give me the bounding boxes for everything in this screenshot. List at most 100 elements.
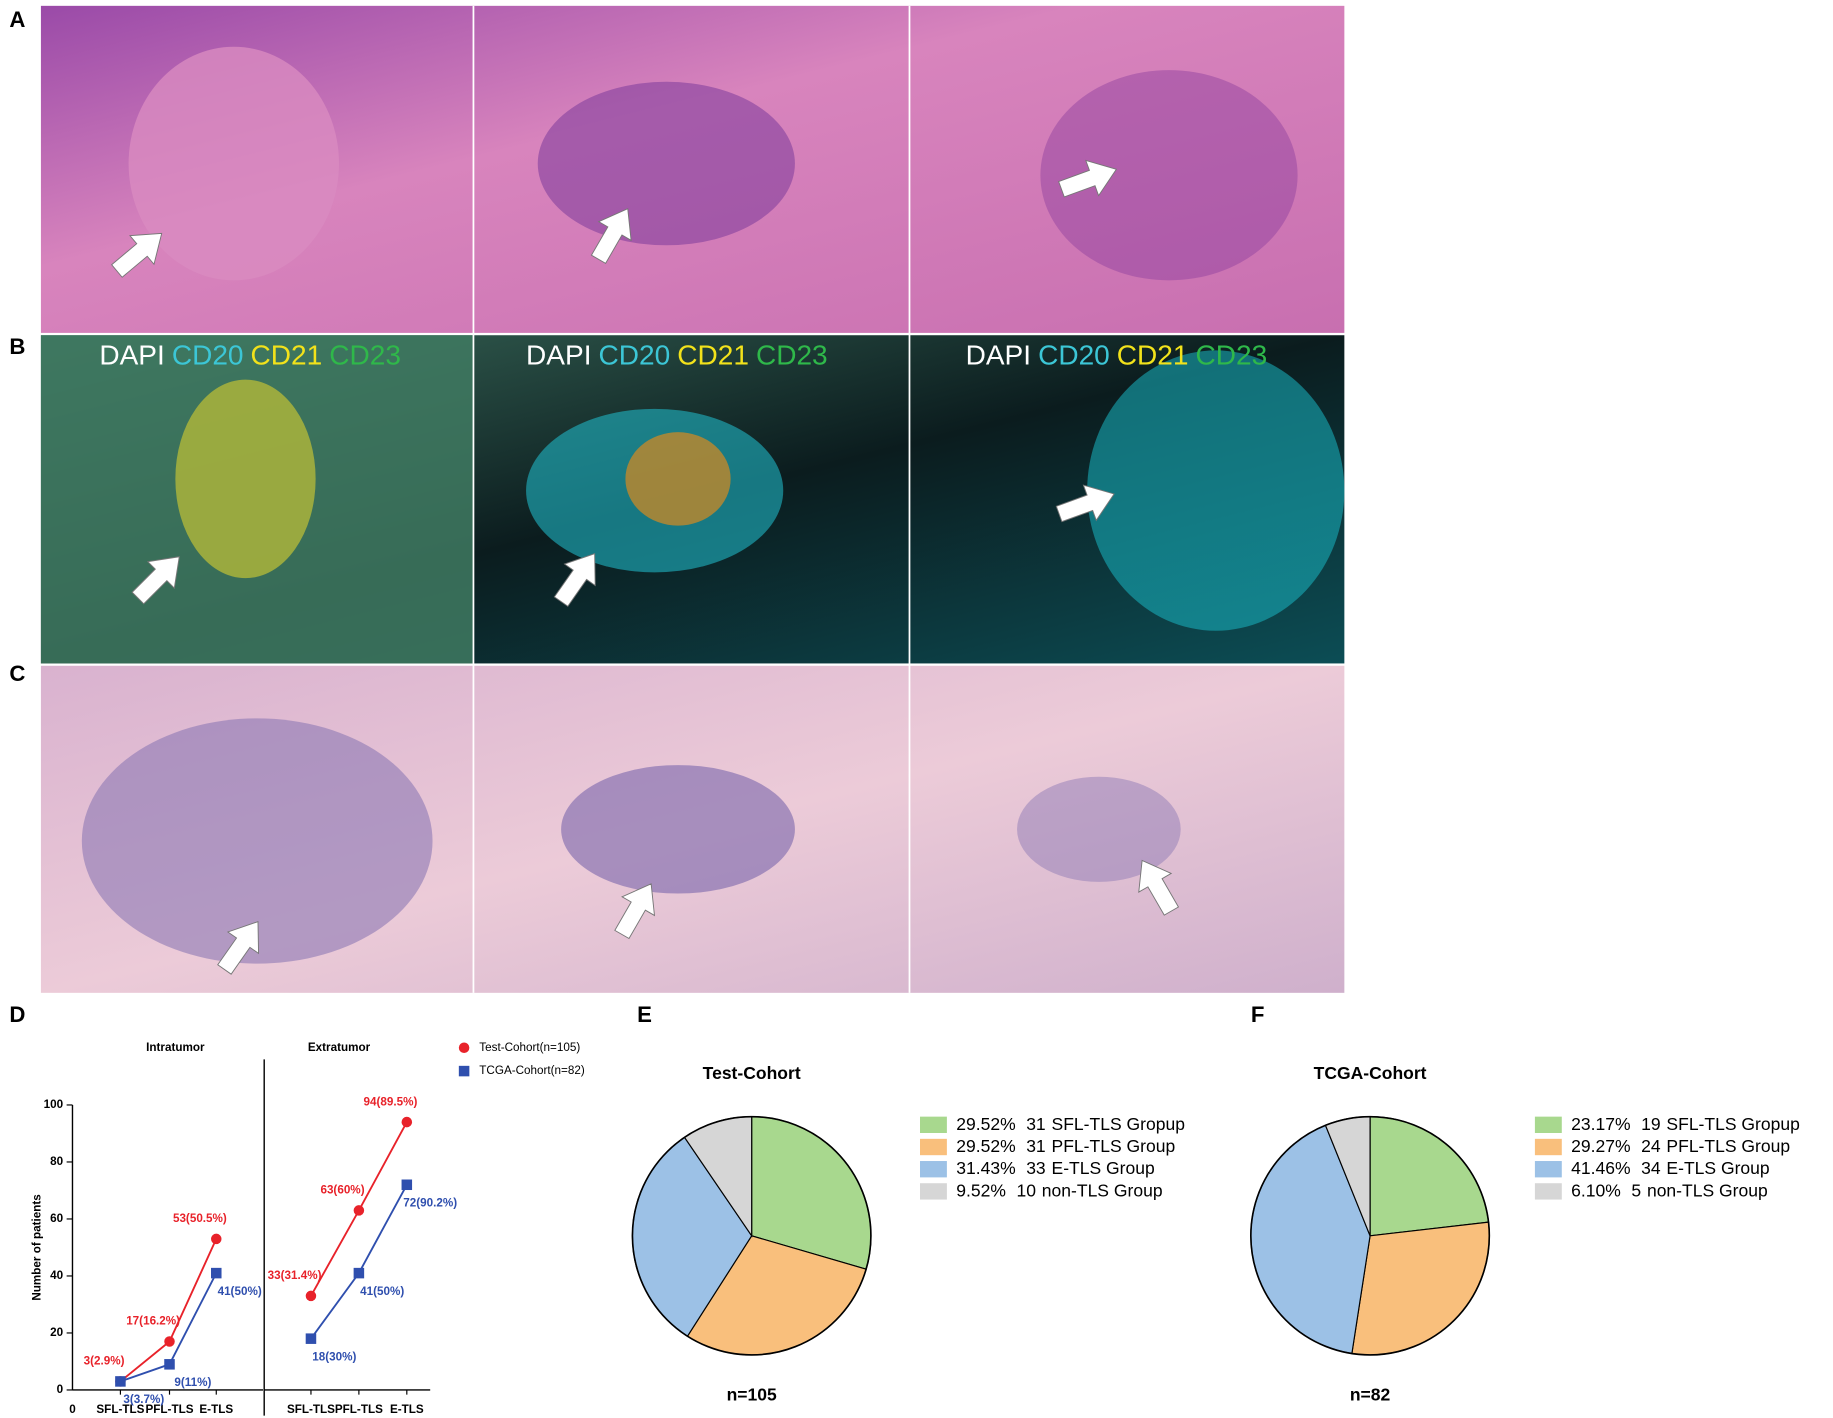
legend-count: 5 <box>1631 1180 1641 1200</box>
legend-count: 10 <box>1016 1180 1036 1200</box>
follicle <box>625 432 731 526</box>
legend-category: PFL-TLS Group <box>1052 1136 1176 1156</box>
legend-percent: 29.52% <box>956 1113 1015 1133</box>
point <box>211 1233 222 1245</box>
point <box>164 1359 175 1370</box>
x-tick-label: PFL-TLS <box>335 1403 383 1416</box>
value-label: 53(50.5%) <box>173 1212 227 1225</box>
value-label: 3(2.9%) <box>84 1355 125 1368</box>
stain-label: DAPI <box>966 340 1031 371</box>
pie-slice <box>1369 1116 1490 1237</box>
legend-swatch <box>1534 1138 1562 1156</box>
point <box>305 1290 317 1302</box>
legend-count: 19 <box>1641 1113 1660 1133</box>
legend-swatch <box>1534 1161 1562 1178</box>
point <box>164 1336 175 1347</box>
follicle <box>1017 776 1181 882</box>
value-label: 3(3.7%) <box>123 1393 164 1406</box>
stain-label: DAPI <box>99 340 164 371</box>
x-tick-label: SFL-TLS <box>96 1403 144 1416</box>
stain-label: DAPI <box>526 340 591 371</box>
legend-percent: 29.27% <box>1571 1136 1630 1156</box>
value-label: 94(89.5%) <box>364 1095 418 1108</box>
panel-label: E <box>637 1002 652 1027</box>
arrow <box>1138 859 1180 916</box>
legend-entry: 29.52% 31 PFL-TLS Group <box>956 1136 1175 1156</box>
micrographs <box>40 5 1345 993</box>
legend-entry: 23.17% 19 SFL-TLS Gropup <box>1571 1113 1800 1133</box>
value-label: 9(11%) <box>174 1376 211 1389</box>
arrow <box>1055 484 1115 523</box>
arrow <box>614 883 656 940</box>
legend-entry: 31.43% 33 E-TLS Group <box>956 1158 1155 1178</box>
point <box>305 1333 317 1344</box>
legend-percent: 6.10% <box>1571 1180 1621 1200</box>
stain-label: CD21 <box>251 340 323 371</box>
legend-entry: 41.46% 34 E-TLS Group <box>1571 1158 1770 1178</box>
point <box>353 1267 365 1279</box>
legend-label: Test-Cohort(n=105) <box>479 1041 580 1054</box>
legend-swatch <box>920 1161 947 1178</box>
arrow <box>553 553 596 607</box>
value-label: 33(31.4%) <box>268 1269 322 1282</box>
point <box>401 1116 413 1128</box>
x-tick-label: PFL-TLS <box>146 1403 194 1416</box>
follicle <box>81 718 433 964</box>
legend-category: PFL-TLS Group <box>1666 1136 1790 1156</box>
x-tick-label: E-TLS <box>390 1403 424 1416</box>
follicle <box>175 379 316 579</box>
point <box>401 1179 413 1191</box>
x-tick-label: SFL-TLS <box>287 1403 335 1416</box>
legend-swatch <box>920 1116 947 1133</box>
legend-count: 31 <box>1026 1113 1045 1133</box>
x-tick-label: E-TLS <box>199 1403 233 1416</box>
legend-count: 33 <box>1026 1158 1045 1178</box>
value-label: 72(90.2%) <box>403 1197 457 1210</box>
follicle <box>128 46 340 281</box>
panel-label: A <box>9 7 25 32</box>
legend-entry: 6.10% 5 non-TLS Group <box>1571 1180 1768 1200</box>
legend-percent: 29.52% <box>956 1136 1015 1156</box>
x-start-label: 0 <box>69 1403 76 1416</box>
legend-count: 34 <box>1641 1158 1661 1178</box>
legend-swatch <box>1534 1183 1562 1200</box>
follicle <box>1040 70 1298 281</box>
arrow <box>590 208 632 265</box>
legend-swatch <box>920 1138 947 1156</box>
follicle <box>1087 350 1345 631</box>
value-label: 41(50%) <box>360 1285 404 1298</box>
value-label: 63(60%) <box>320 1184 364 1197</box>
stain-label: CD23 <box>1196 340 1268 371</box>
legend-category: non-TLS Group <box>1042 1180 1163 1200</box>
pie-note: n=105 <box>727 1384 777 1404</box>
pie-note: n=82 <box>1350 1384 1391 1404</box>
arrow <box>1058 159 1118 198</box>
legend-category: E-TLS Group <box>1052 1158 1155 1178</box>
legend-entry: 29.27% 24 PFL-TLS Group <box>1571 1136 1790 1156</box>
legend-swatch <box>1534 1116 1562 1133</box>
legend-category: E-TLS Group <box>1666 1158 1769 1178</box>
pie-title: TCGA-Cohort <box>1314 1063 1427 1083</box>
y-axis-label: Number of patients <box>30 1194 43 1301</box>
legend-marker <box>458 1042 470 1053</box>
pie-title: Test-Cohort <box>703 1063 801 1083</box>
point <box>115 1376 126 1387</box>
y-tick-label: 0 <box>57 1383 64 1396</box>
legend-percent: 9.52% <box>956 1180 1006 1200</box>
legend-category: SFL-TLS Gropup <box>1052 1113 1185 1133</box>
follicle <box>537 81 795 246</box>
follicle <box>561 765 795 894</box>
y-tick-label: 20 <box>50 1326 63 1339</box>
legend-entry: 29.52% 31 SFL-TLS Gropup <box>956 1113 1185 1133</box>
panel-label: D <box>9 1002 25 1027</box>
legend-category: non-TLS Group <box>1647 1180 1768 1200</box>
pie-outline <box>1250 1115 1491 1356</box>
value-label: 18(30%) <box>312 1350 356 1363</box>
legend-percent: 31.43% <box>956 1158 1015 1178</box>
y-tick-label: 100 <box>44 1098 64 1111</box>
stain-labels: DAPI CD20 CD21 CD23 <box>99 340 401 371</box>
stain-label: CD20 <box>1038 340 1110 371</box>
y-tick-label: 80 <box>50 1155 63 1168</box>
